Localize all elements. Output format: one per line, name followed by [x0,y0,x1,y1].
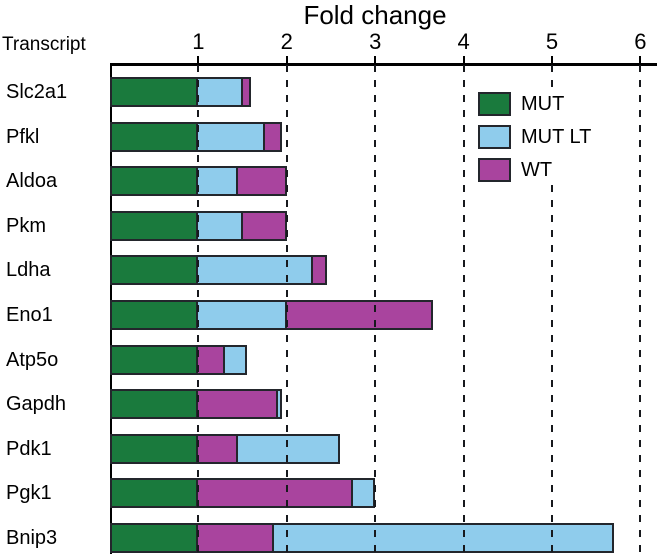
gridline-6 [639,65,642,554]
gridline-2 [285,65,288,554]
bar-aldoa-mut [110,166,199,197]
x-axis-line [110,63,657,66]
category-label-slc2a1: Slc2a1 [6,81,68,103]
x-tick-6 [639,56,642,71]
x-tick-3 [374,56,377,71]
category-label-ldha: Ldha [6,259,51,282]
x-tick-2 [285,56,288,71]
category-label-atp5o: Atp5o [6,348,59,371]
legend-label-mut: MUT [521,93,565,115]
legend-swatch-wt [478,158,511,182]
category-label-pgk1: Pgk1 [6,482,52,505]
legend-item-mut-lt: MUT LT [478,125,591,149]
x-tick-label-1: 1 [192,29,205,54]
category-label-pdk1: Pdk1 [6,437,52,460]
y-axis-header: Transcript [2,34,86,55]
chart-title: Fold change [303,0,447,30]
bar-pgk1-mut [110,478,199,509]
bar-pdk1-mut [110,433,199,464]
x-tick-label-6: 6 [634,29,647,54]
bar-pfkl-mut [110,121,199,152]
bar-gapdh-mut [110,389,199,420]
category-label-pkm: Pkm [6,214,46,237]
x-tick-4 [462,56,465,71]
bar-ldha-mut [110,255,199,286]
legend-item-wt: WT [478,158,591,182]
gridline-1 [197,65,200,554]
gridline-5 [551,65,553,554]
bar-atp5o-mut [110,344,199,375]
x-tick-label-5: 5 [545,29,559,54]
bar-eno1-mut [110,300,199,330]
x-tick-label-2: 2 [280,29,293,54]
category-label-gapdh: Gapdh [6,393,67,416]
bar-slc2a1-mut [110,77,199,107]
x-tick-label-4: 4 [457,29,470,54]
legend: MUT MUT LT WT [474,90,602,184]
category-label-aldoa: Aldoa [6,170,58,193]
bar-bnip3-mut [110,523,199,553]
x-tick-1 [197,56,200,71]
x-tick-5 [551,56,553,71]
category-label-pfkl: Pfkl [6,125,40,148]
x-tick-label-3: 3 [369,29,382,54]
gridline-4 [462,65,465,554]
legend-swatch-mut-lt [478,125,511,149]
category-label-eno1: Eno1 [6,304,53,326]
legend-label-mut-lt: MUT LT [521,126,592,148]
category-label-bnip3: Bnip3 [6,527,58,549]
legend-swatch-mut [478,92,511,116]
bar-pkm-mut [110,210,199,241]
legend-item-mut: MUT [478,92,591,116]
gridline-3 [374,65,377,554]
legend-label-wt: WT [521,159,553,181]
